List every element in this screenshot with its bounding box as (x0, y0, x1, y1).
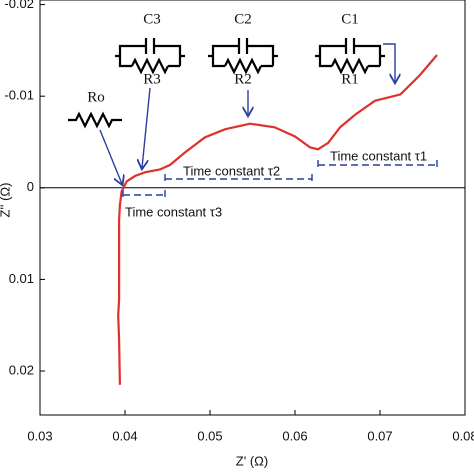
resistor (331, 57, 369, 75)
annotation: R3 (143, 71, 161, 87)
circuit (208, 38, 278, 68)
arrow (99, 129, 122, 184)
annotation: C2 (234, 11, 252, 27)
circuit (115, 38, 185, 68)
y-tick-label: 0 (27, 179, 34, 194)
annotation: R2 (234, 71, 252, 87)
resistor (131, 57, 169, 75)
x-tick-label: 0.03 (27, 428, 52, 443)
x-tick-label: 0.05 (197, 428, 222, 443)
x-tick-label: 0.08 (452, 428, 474, 443)
annotation: Time constant τ2 (183, 163, 280, 178)
data-line (117, 54, 438, 385)
circuit-diagrams (68, 38, 385, 129)
annotation: C1 (341, 11, 359, 27)
arrow (142, 87, 151, 168)
x-tick-label: 0.07 (367, 428, 392, 443)
y-axis-label: Z'' (Ω) (0, 183, 12, 218)
annotation: R1 (341, 71, 359, 87)
x-axis-label: Z' (Ω) (236, 453, 268, 468)
x-tick-label: 0.04 (112, 428, 137, 443)
plot-frame (39, 0, 466, 416)
y-tick-label: 0.02 (9, 362, 34, 377)
y-tick-label: 0.01 (9, 271, 34, 286)
resistor (224, 57, 262, 75)
time-bracket (164, 174, 313, 184)
y-tick-label: -0.01 (4, 88, 34, 103)
annotation: Ro (87, 89, 105, 105)
time-bracket (317, 160, 438, 170)
resistor (68, 111, 122, 129)
time-bracket (122, 190, 166, 200)
annotation: Time constant τ3 (125, 204, 222, 219)
x-tick-label: 0.06 (282, 428, 307, 443)
arrow (383, 43, 395, 82)
y-tick-label: -0.02 (4, 0, 34, 11)
circuit (315, 38, 385, 68)
annotation: Time constant τ1 (330, 148, 427, 163)
annotation: C3 (143, 11, 161, 27)
